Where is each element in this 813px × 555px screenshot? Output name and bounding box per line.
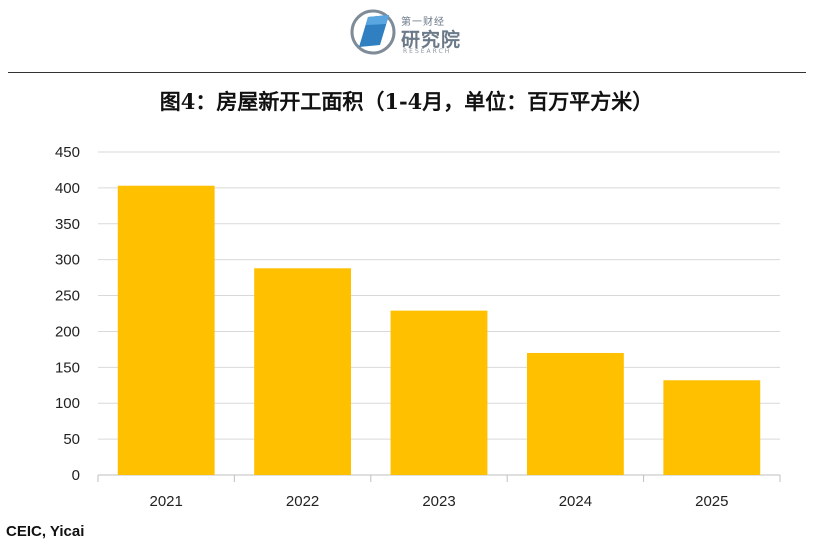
logo-sub-text: RESEARCH [403, 48, 452, 55]
bar-chart: 0 50 100 150 200 250 300 350 400 450 2021 2022 2023 2… [55, 144, 781, 510]
x-tick-label: 2024 [559, 493, 592, 510]
label-layer: 0 50 100 150 200 250 300 350 400 450 2021 2022 2023 2… [55, 144, 729, 510]
bar-2022 [254, 268, 352, 475]
source-note: CEIC, Yicai [6, 523, 85, 540]
logo-mark-icon [350, 9, 396, 55]
chart-title: 图4：房屋新开工面积（1-4月，单位：百万平方米） [159, 89, 654, 114]
bar-2023 [390, 310, 488, 475]
x-tick-label: 2022 [286, 493, 319, 510]
y-tick-label: 100 [55, 395, 80, 412]
bar-2024 [526, 352, 624, 475]
y-tick-label: 450 [55, 144, 80, 161]
research-logo: 第一财经 研究院 RESEARCH [349, 7, 469, 57]
y-tick-label: 350 [55, 216, 80, 233]
y-tick-label: 0 [72, 467, 80, 484]
y-tick-label: 400 [55, 180, 80, 197]
bar-layer [117, 185, 761, 476]
bar-2025 [663, 380, 761, 475]
x-tick-label: 2025 [695, 493, 728, 510]
bar-2021 [117, 185, 215, 476]
y-tick-label: 250 [55, 288, 80, 305]
logo-main-text: 研究院 [401, 29, 462, 51]
y-tick-label: 50 [63, 431, 80, 448]
logo-top-text: 第一财经 [401, 17, 445, 28]
x-tick-label: 2023 [422, 493, 455, 510]
y-tick-label: 150 [55, 359, 80, 376]
y-tick-label: 200 [55, 323, 80, 340]
header-divider [8, 72, 806, 73]
x-tick-label: 2021 [150, 493, 183, 510]
y-tick-label: 300 [55, 252, 80, 269]
